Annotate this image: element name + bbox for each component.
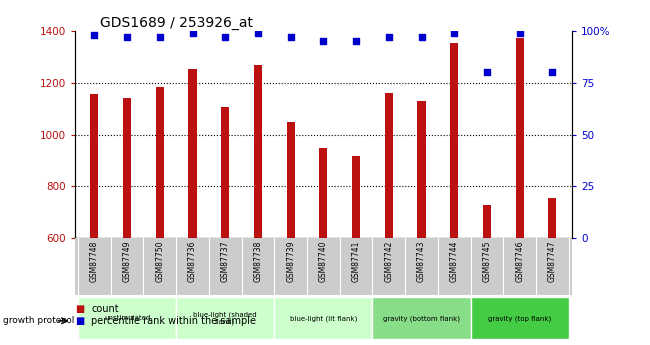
Text: GDS1689 / 253926_at: GDS1689 / 253926_at [99,16,253,30]
Text: GSM87742: GSM87742 [384,241,393,282]
Point [351,39,361,44]
Bar [385,93,393,238]
Bar [287,122,294,238]
Text: GSM87746: GSM87746 [515,241,524,283]
Point [416,34,426,40]
Text: growth protocol: growth protocol [3,316,75,325]
Point [253,30,263,36]
Text: count: count [91,304,119,314]
Point [482,70,492,75]
Point [89,32,99,38]
Text: blue-light (lit flank): blue-light (lit flank) [290,315,357,322]
FancyBboxPatch shape [176,297,274,339]
Text: GSM87747: GSM87747 [548,241,557,283]
Text: GSM87743: GSM87743 [417,241,426,283]
Point [514,30,525,36]
Bar [483,205,491,238]
Bar [188,69,196,238]
Bar [319,148,328,238]
Bar [254,65,262,238]
Point [449,30,460,36]
Text: gravity (top flank): gravity (top flank) [488,315,551,322]
Bar [450,43,458,238]
Text: GSM87741: GSM87741 [352,241,361,282]
Text: GSM87737: GSM87737 [221,241,229,283]
Point [155,34,165,40]
Bar [156,87,164,238]
FancyBboxPatch shape [274,297,372,339]
Bar [90,95,98,238]
Point [318,39,328,44]
Bar [515,38,524,238]
Bar [352,156,360,238]
Point [384,34,394,40]
Point [220,34,231,40]
Point [547,70,558,75]
FancyBboxPatch shape [372,297,471,339]
Text: percentile rank within the sample: percentile rank within the sample [91,316,256,326]
Point [187,30,198,36]
Bar [123,98,131,238]
Bar [417,101,426,238]
Bar [549,198,556,238]
Text: GSM87750: GSM87750 [155,241,164,283]
Text: GSM87745: GSM87745 [482,241,491,283]
Text: GSM87740: GSM87740 [319,241,328,283]
Text: GSM87749: GSM87749 [123,241,131,283]
Text: GSM87748: GSM87748 [90,241,99,282]
Text: ■: ■ [75,316,84,326]
Bar [221,107,229,238]
Text: ■: ■ [75,304,84,314]
Text: GSM87744: GSM87744 [450,241,459,283]
FancyBboxPatch shape [78,297,176,339]
Text: unstimulated: unstimulated [104,315,150,321]
Text: blue-light (shaded
flank): blue-light (shaded flank) [194,311,257,325]
Point [285,34,296,40]
Text: GSM87736: GSM87736 [188,241,197,283]
Text: GSM87738: GSM87738 [254,241,263,282]
Text: GSM87739: GSM87739 [286,241,295,283]
FancyBboxPatch shape [471,297,569,339]
Point [122,34,133,40]
Text: gravity (bottom flank): gravity (bottom flank) [383,315,460,322]
